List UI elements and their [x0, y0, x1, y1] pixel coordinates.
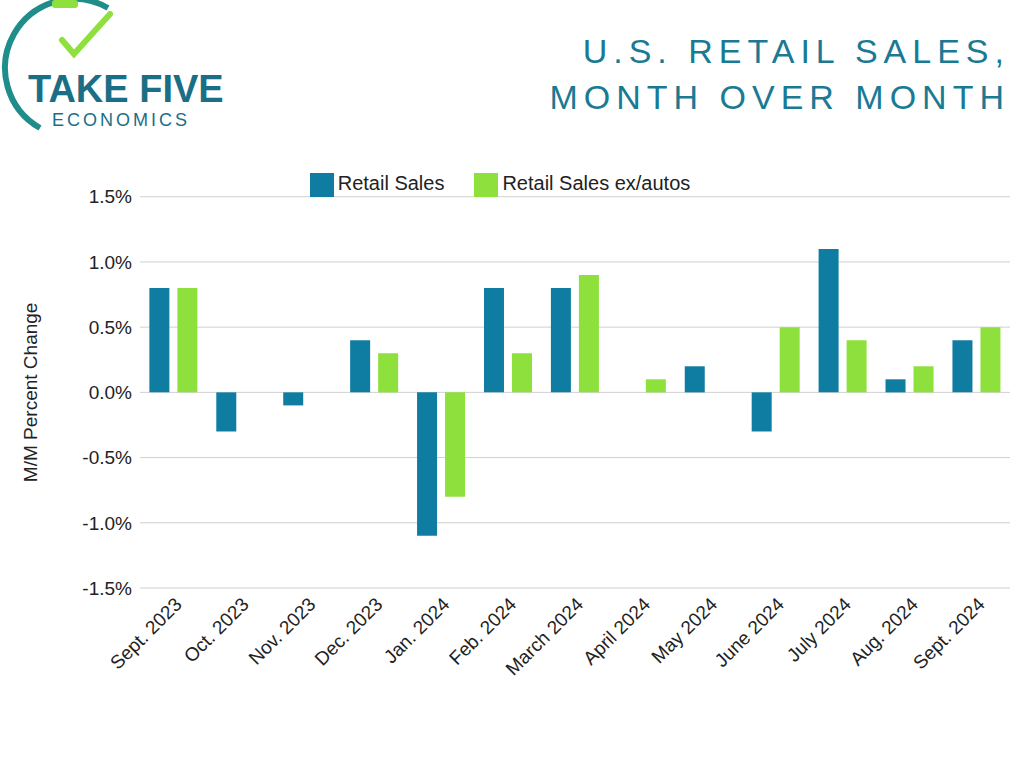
svg-text:Dec. 2023: Dec. 2023 — [310, 594, 386, 670]
svg-text:TAKE FIVE: TAKE FIVE — [28, 68, 224, 110]
svg-text:M/M Percent Change: M/M Percent Change — [20, 303, 41, 483]
svg-text:0.5%: 0.5% — [89, 317, 132, 338]
svg-text:-1.0%: -1.0% — [82, 513, 132, 534]
svg-text:March 2024: March 2024 — [502, 593, 588, 679]
svg-text:-1.5%: -1.5% — [82, 578, 132, 599]
svg-text:July 2024: July 2024 — [783, 593, 856, 666]
svg-text:Sept. 2023: Sept. 2023 — [106, 594, 186, 674]
svg-text:ECONOMICS: ECONOMICS — [52, 110, 190, 130]
svg-text:Jan. 2024: Jan. 2024 — [380, 593, 454, 667]
svg-text:May 2024: May 2024 — [647, 593, 722, 668]
svg-text:-0.5%: -0.5% — [82, 447, 132, 468]
html-text:Retail Sales ex/autos: Retail Sales ex/autos — [502, 172, 691, 194]
svg-text:Feb. 2024: Feb. 2024 — [445, 593, 521, 669]
svg-text:0.0%: 0.0% — [89, 382, 132, 403]
svg-text:1.5%: 1.5% — [89, 186, 132, 207]
html-text:MONTH OVER MONTH: MONTH OVER MONTH — [549, 78, 1010, 116]
svg-text:1.0%: 1.0% — [89, 252, 132, 273]
svg-text:Sept. 2024: Sept. 2024 — [909, 593, 989, 673]
html-text:Retail Sales: Retail Sales — [337, 172, 445, 194]
svg-text:Aug. 2024: Aug. 2024 — [845, 593, 922, 670]
html-text:U.S. RETAIL SALES,: U.S. RETAIL SALES, — [582, 32, 1010, 70]
svg-text:Oct. 2023: Oct. 2023 — [180, 594, 253, 667]
svg-text:June 2024: June 2024 — [711, 593, 789, 671]
svg-text:April 2024: April 2024 — [579, 593, 655, 669]
svg-text:Nov. 2023: Nov. 2023 — [245, 594, 320, 669]
